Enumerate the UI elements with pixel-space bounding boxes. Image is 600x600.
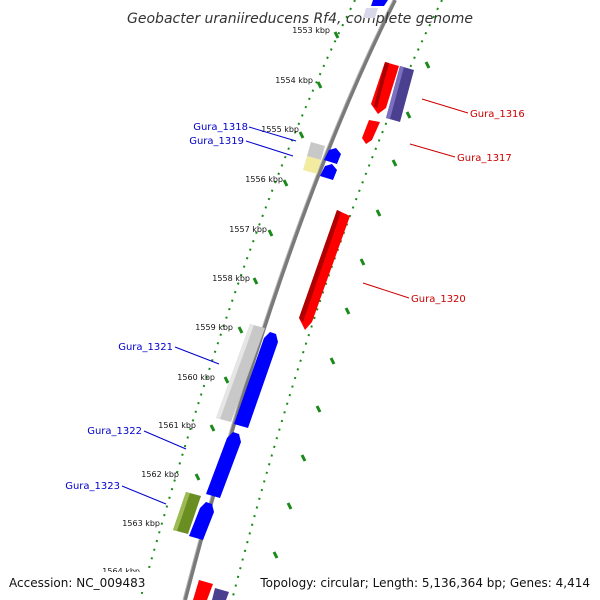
gene-label-gura-1321[interactable]: Gura_1321 xyxy=(118,342,173,353)
reverse-cds-feature-gura-1318[interactable] xyxy=(324,148,341,164)
gene-label-gura-1318[interactable]: Gura_1318 xyxy=(193,122,248,133)
cog-feature-gray[interactable] xyxy=(307,142,325,160)
scale-label: 1558 kbp xyxy=(212,274,250,283)
cog-feature-gray-edge xyxy=(216,324,254,419)
cog-feature-purple[interactable] xyxy=(212,588,229,600)
scale-label: 1559 kbp xyxy=(195,323,233,332)
genome-backbone xyxy=(183,0,397,600)
gene-label-gura-1320[interactable]: Gura_1320 xyxy=(411,294,466,305)
forward-cds-feature-gura-1317[interactable] xyxy=(362,120,380,144)
scale-label: 1556 kbp xyxy=(245,175,283,184)
gene-features xyxy=(173,0,414,600)
reverse-cds-feature-gura-1323[interactable] xyxy=(189,502,214,540)
gene-label-gura-1316[interactable]: Gura_1316 xyxy=(470,109,525,120)
cog-feature-green[interactable] xyxy=(173,492,201,534)
cog-feature-green-edge xyxy=(173,492,190,531)
cog-feature-gray[interactable] xyxy=(363,8,378,18)
scale-label: 1564 kbp xyxy=(102,567,140,576)
forward-cds-shade xyxy=(299,210,341,322)
cog-feature-purple[interactable] xyxy=(386,66,414,122)
scale-label: 1562 kbp xyxy=(141,470,179,479)
cog-feature-yellow[interactable] xyxy=(303,156,321,174)
reverse-cds-feature-gura-1322[interactable] xyxy=(206,432,241,498)
outer-scale-track xyxy=(139,0,356,600)
gene-labels-forward: Gura_1316 Gura_1317 Gura_1320 xyxy=(411,109,525,305)
topology-label: Topology: circular; Length: 5,136,364 bp… xyxy=(259,576,590,590)
label-leaders-forward xyxy=(362,98,469,299)
scale-label: 1557 kbp xyxy=(229,225,267,234)
reverse-cds-feature-gura-1319[interactable] xyxy=(320,164,337,180)
genome-backbone-highlight xyxy=(182,0,394,600)
forward-cds-shade xyxy=(374,62,389,108)
scale-label: 1553 kbp xyxy=(292,26,330,35)
gene-label-gura-1323[interactable]: Gura_1323 xyxy=(65,481,120,492)
accession-label: Accession: NC_009483 xyxy=(9,576,145,590)
scale-label: 1560 kbp xyxy=(177,373,215,382)
scale-labels: 1553 kbp 1554 kbp 1555 kbp 1556 kbp 1557… xyxy=(102,26,330,576)
cog-feature-purple-edge xyxy=(386,66,404,119)
scale-label: 1555 kbp xyxy=(261,125,299,134)
footer-right-bg xyxy=(256,572,596,592)
scale-label: 1561 kbp xyxy=(158,421,196,430)
reverse-cds-feature-gura-1321[interactable] xyxy=(234,332,278,428)
gene-labels-reverse: Gura_1318 Gura_1319 Gura_1321 Gura_1322 … xyxy=(65,122,248,492)
scale-label: 1563 kbp xyxy=(122,519,160,528)
footer-left-bg xyxy=(6,572,152,592)
inner-scale-track xyxy=(231,0,443,600)
gene-label-gura-1319[interactable]: Gura_1319 xyxy=(189,136,244,147)
gene-label-gura-1317[interactable]: Gura_1317 xyxy=(457,153,512,164)
cog-feature-gray[interactable] xyxy=(216,324,265,422)
gene-label-gura-1322[interactable]: Gura_1322 xyxy=(87,426,142,437)
inner-major-ticks xyxy=(272,61,431,559)
label-leaders-reverse xyxy=(121,126,297,505)
reverse-cds-feature[interactable] xyxy=(371,0,388,6)
forward-cds-feature[interactable] xyxy=(193,580,213,600)
genome-title: Geobacter uraniireducens Rf4, complete g… xyxy=(127,11,473,27)
scale-label: 1554 kbp xyxy=(275,76,313,85)
forward-cds-feature-gura-1320[interactable] xyxy=(299,210,350,330)
